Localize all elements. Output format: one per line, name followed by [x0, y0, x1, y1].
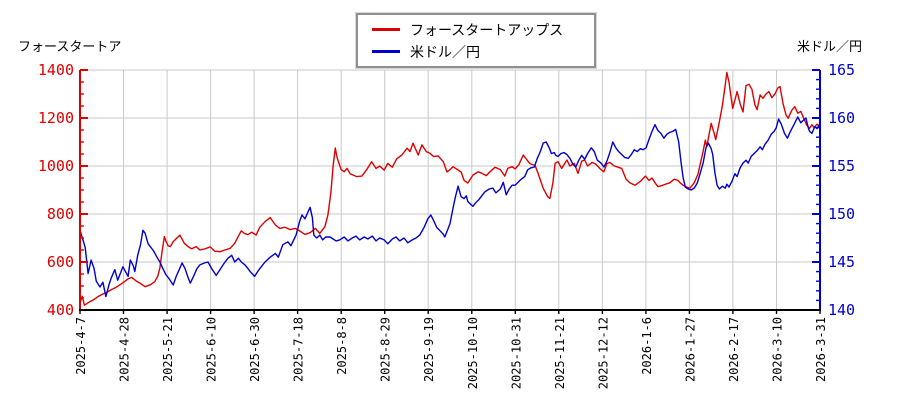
right-axis-title: 米ドル／円 — [796, 40, 862, 55]
x-axis-date-label: 2025-8-8 — [335, 317, 349, 375]
y-axis-left-tick-label: 1200 — [38, 109, 74, 127]
x-axis-date-label: 2025-10-10 — [466, 317, 480, 389]
x-axis — [79, 309, 821, 314]
x-axis-date-label: 2025-9-19 — [422, 317, 436, 382]
series-line-stock — [79, 71, 821, 306]
x-axis-date-label: 2025-5-21 — [161, 317, 175, 382]
x-axis-date-label: 2025-4-7 — [74, 317, 88, 375]
y-axis-right-tick-label: 155 — [828, 157, 855, 175]
y-axis-right-tick-label: 145 — [828, 253, 855, 271]
y-axis-right — [812, 69, 821, 311]
y-axis-left-tick-label: 800 — [47, 205, 74, 223]
grid-lines — [80, 69, 820, 310]
legend-label-fx: 米ドル／円 — [410, 44, 480, 61]
legend: フォースタートアップス 米ドル／円 — [356, 13, 596, 68]
legend-item-fx: 米ドル／円 — [372, 42, 588, 61]
x-axis-date-label: 2025-4-28 — [118, 317, 132, 382]
left-axis-title: フォースタートア — [18, 40, 122, 55]
x-axis-date-label: 2026-2-17 — [727, 317, 741, 382]
fx-line-swatch — [372, 50, 400, 53]
x-axis-date-label: 2025-11-21 — [553, 317, 567, 389]
legend-item-stock: フォースタートアップス — [372, 20, 588, 39]
stock-line-swatch — [372, 28, 400, 31]
x-axis-date-label: 2025-6-30 — [248, 317, 262, 382]
x-axis-date-label: 2025-6-10 — [205, 317, 219, 382]
y-axis-left-tick-label: 1000 — [38, 157, 74, 175]
x-axis-date-label: 2026-1-27 — [683, 317, 697, 382]
y-axis-right-tick-label: 140 — [828, 301, 855, 319]
x-axis-date-label: 2026-1-6 — [640, 317, 654, 375]
x-axis-date-label: 2026-3-31 — [814, 317, 828, 382]
x-axis-date-label: 2025-8-29 — [379, 317, 393, 382]
x-axis-date-label: 2025-12-12 — [596, 317, 610, 389]
y-axis-right-tick-label: 160 — [828, 109, 855, 127]
y-axis-left-tick-label: 400 — [47, 301, 74, 319]
x-axis-date-label: 2025-10-31 — [509, 317, 523, 389]
y-axis-right-tick-label: 165 — [828, 61, 855, 79]
series-line-fx — [79, 116, 821, 298]
legend-label-stock: フォースタートアップス — [410, 22, 564, 39]
x-axis-date-label: 2025-7-18 — [292, 317, 306, 382]
x-axis-date-label: 2026-3-10 — [771, 317, 785, 382]
y-axis-left-tick-label: 600 — [47, 253, 74, 271]
y-axis-left-tick-label: 1400 — [38, 61, 74, 79]
y-axis-left — [79, 69, 88, 311]
y-axis-right-tick-label: 150 — [828, 205, 855, 223]
